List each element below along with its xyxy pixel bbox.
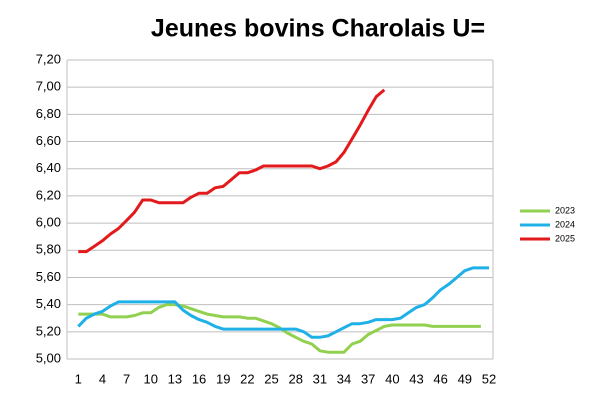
x-tick-label: 19 [216,371,230,386]
y-tick-label: 6,40 [36,160,61,175]
series-line [77,266,489,339]
y-tick-label: 7,20 [36,51,61,66]
x-tick-label: 40 [385,371,399,386]
x-tick-label: 43 [409,371,423,386]
y-tick-label: 6,20 [36,187,61,202]
x-tick-label: 25 [264,371,278,386]
x-tick-label: 22 [240,371,254,386]
y-tick-label: 5,40 [36,296,61,311]
x-tick-label: 10 [144,371,158,386]
y-tick-label: 6,00 [36,215,61,230]
legend-label: 2023 [555,205,575,215]
x-tick-label: 52 [482,371,496,386]
x-tick-label: 31 [313,371,327,386]
y-tick-label: 6,80 [36,106,61,121]
x-tick-label: 49 [458,371,472,386]
legend-label: 2025 [555,233,575,243]
x-tick-label: 16 [192,371,206,386]
series-line [78,88,386,254]
y-tick-label: 7,00 [36,79,61,94]
y-tick-label: 6,60 [36,133,61,148]
x-tick-label: 1 [75,371,82,386]
y-tick-label: 5,20 [36,323,61,338]
x-tick-label: 7 [123,371,130,386]
x-tick-label: 13 [168,371,182,386]
x-tick-label: 37 [361,371,375,386]
x-tick-label: 46 [433,371,447,386]
y-tick-label: 5,00 [36,350,61,365]
chart-title: Jeunes bovins Charolais U= [151,15,485,43]
x-tick-label: 34 [337,371,351,386]
y-tick-label: 5,80 [36,242,61,257]
y-tick-label: 5,60 [36,269,61,284]
legend-label: 2024 [555,219,575,229]
x-tick-label: 4 [99,371,106,386]
x-tick-label: 28 [288,371,302,386]
